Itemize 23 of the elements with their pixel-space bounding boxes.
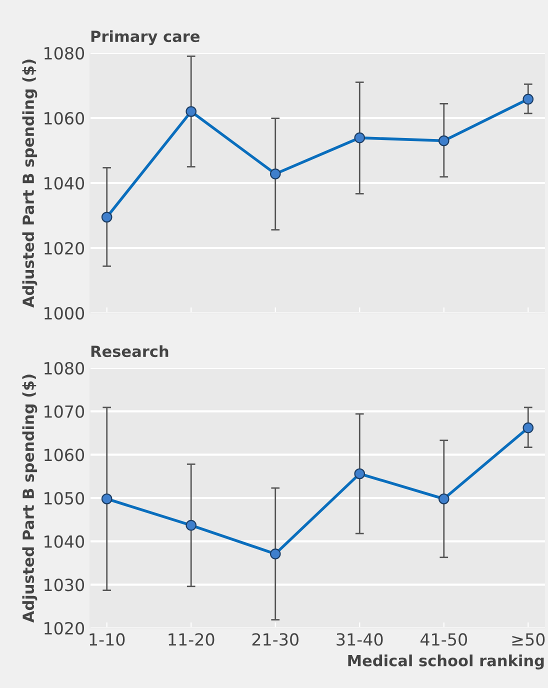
y-tick-label: 1080 <box>44 46 84 60</box>
x-tick-label: 1-10 <box>90 633 125 646</box>
y-axis-title: Adjusted Part B spending ($) <box>22 60 38 308</box>
y-axis-title: Adjusted Part B spending ($) <box>22 374 38 623</box>
y-tick-label: 1070 <box>44 405 84 418</box>
y-tick-label: 1030 <box>44 578 84 592</box>
y-tick-label: 1040 <box>44 176 84 190</box>
x-tick-label: 41-50 <box>420 633 467 646</box>
x-tick-label: 11-20 <box>168 633 214 646</box>
x-tick-label: 31-40 <box>336 633 383 646</box>
x-tick-label: 21-30 <box>252 633 298 646</box>
x-axis-title: Medical school ranking <box>348 654 544 670</box>
y-tick-label: 1080 <box>44 362 84 375</box>
y-tick-label: 1060 <box>44 448 84 462</box>
y-tick-label: 1020 <box>44 622 84 635</box>
y-tick-label: 1020 <box>44 242 84 255</box>
y-tick-label: 1050 <box>44 492 84 505</box>
chart-title: Primary care <box>91 30 200 46</box>
y-tick-label: 1000 <box>44 306 84 320</box>
chart-title: Research <box>91 345 168 358</box>
y-tick-label: 1060 <box>44 112 84 125</box>
y-tick-label: 1040 <box>44 535 84 548</box>
x-tick-label: ≥50 <box>512 633 545 646</box>
